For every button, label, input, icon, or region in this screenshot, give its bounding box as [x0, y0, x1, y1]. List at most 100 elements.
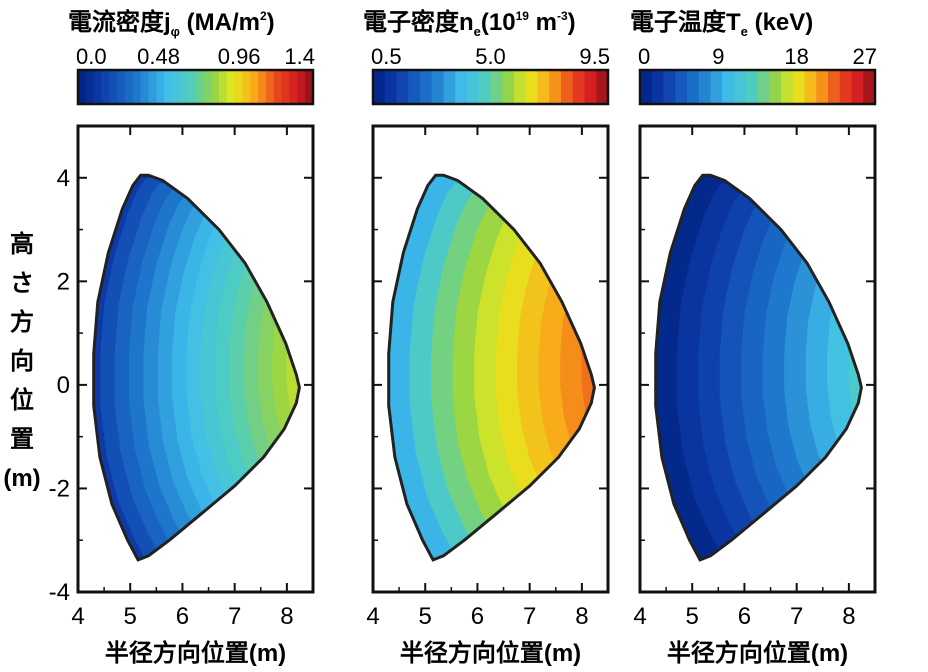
x-tick-label: 4	[366, 603, 379, 630]
colorbar-segment	[420, 70, 433, 104]
colorbar-tick-label: 9	[712, 44, 724, 69]
plasma-boundary	[92, 173, 301, 562]
colorbar-segment	[490, 70, 503, 104]
colorbar-segment	[93, 70, 103, 104]
colorbar-tick-label: 0.48	[137, 44, 180, 69]
colorbar-segment	[266, 70, 275, 104]
colorbar-segment	[109, 70, 118, 104]
colorbar-segment	[549, 70, 562, 104]
plasma-boundary	[387, 173, 596, 562]
colorbar-segment	[195, 70, 204, 104]
colorbar-segment	[187, 70, 197, 104]
colorbar-segment	[203, 70, 212, 104]
y-axis-label-char: (m)	[3, 465, 40, 492]
colorbar-segment	[396, 70, 409, 104]
y-tick-label: 2	[57, 268, 70, 295]
colorbar-segment	[125, 70, 134, 104]
colorbar-segment	[373, 70, 386, 104]
colorbar-segment	[297, 70, 306, 104]
colorbar-segment	[226, 70, 236, 104]
colorbar-segment	[675, 70, 688, 104]
colorbar-segment	[179, 70, 189, 104]
colorbar-segment	[663, 70, 676, 104]
y-axis-label-char: 向	[10, 347, 34, 375]
colorbar-segment	[289, 70, 298, 104]
colorbar-segment	[640, 70, 653, 104]
colorbar-segment	[140, 70, 150, 104]
x-tick-label: 8	[575, 603, 588, 630]
y-tick-label: 0	[57, 372, 70, 399]
x-axis-label: 半径方向位置(m)	[400, 639, 581, 667]
colorbar-segment	[234, 70, 244, 104]
colorbar-segment	[455, 70, 468, 104]
plot-frame	[76, 124, 315, 594]
colorbar-segment	[816, 70, 829, 104]
x-tick-label: 7	[790, 603, 803, 630]
colorbar-segment	[431, 70, 445, 104]
colorbar-segment	[804, 70, 817, 104]
colorbar-segment	[273, 70, 283, 104]
colorbar-segment	[525, 70, 539, 104]
y-axis-label-char: 高	[10, 230, 34, 258]
contour-level	[892, 271, 928, 449]
colorbar-segment	[258, 70, 267, 104]
colorbar-tick-label: 9.5	[579, 44, 610, 69]
x-tick-label: 6	[176, 603, 189, 630]
x-tick-label: 4	[633, 603, 646, 630]
x-tick-label: 7	[228, 603, 241, 630]
colorbar-segment	[172, 70, 181, 104]
colorbar-segment	[781, 70, 794, 104]
colorbar-segment	[734, 70, 747, 104]
colorbar-segment	[769, 70, 782, 104]
colorbar-segment	[722, 70, 735, 104]
colorbar-segment	[408, 70, 421, 104]
colorbar-segment	[839, 70, 853, 104]
colorbar-segment	[78, 70, 87, 104]
colorbar-title: 電子密度ne(1019 m-3)	[363, 8, 576, 39]
colorbar-tick-label: 0.0	[76, 44, 107, 69]
colorbar-segment	[132, 70, 142, 104]
colorbar-segment	[851, 70, 864, 104]
colorbar-segment	[85, 70, 95, 104]
colorbar-segment	[101, 70, 110, 104]
x-tick-label: 5	[419, 603, 432, 630]
colorbar-frame	[371, 68, 610, 106]
panel-electron-density: 電子密度ne(1019 m-3) 0.5 5.0 9.5 4 5 6 7 8 半径方向位置(m)	[363, 8, 610, 667]
x-tick-label: 7	[523, 603, 536, 630]
colorbar-segment	[698, 70, 712, 104]
panel-current-density: 電流密度jφ (MA/m2) 0.0 0.48 0.96 1.4 4 5 6 7 8 4 2 0 -2 -4…	[49, 8, 315, 667]
plot-frame	[638, 124, 877, 594]
colorbar-segment	[828, 70, 841, 104]
contour-level	[913, 280, 928, 439]
colorbar-segment	[117, 70, 126, 104]
x-tick-label: 5	[124, 603, 137, 630]
colorbar-title: 電子温度Te (keV)	[630, 8, 813, 39]
colorbar-segment	[502, 70, 515, 104]
x-tick-label: 4	[71, 603, 84, 630]
colorbar-segment	[148, 70, 157, 104]
y-axis-label-char: さ	[10, 270, 34, 297]
colorbar-segment	[537, 70, 550, 104]
contour-level	[870, 263, 928, 460]
colorbar-tick-label: 27	[853, 44, 877, 69]
colorbar-segment	[584, 70, 597, 104]
y-tick-label: -2	[49, 475, 70, 502]
y-axis-label-char: 置	[10, 426, 34, 453]
colorbar-segment	[467, 70, 480, 104]
colorbar-frame	[638, 68, 877, 106]
colorbar-segment	[792, 70, 806, 104]
y-tick-label: 4	[57, 165, 70, 192]
colorbar-segment	[384, 70, 398, 104]
colorbar-segment	[651, 70, 665, 104]
colorbar-segment	[443, 70, 456, 104]
y-axis-label-char: 方	[10, 308, 34, 336]
colorbar-title: 電流密度jφ (MA/m2)	[68, 8, 275, 39]
x-tick-label: 5	[686, 603, 699, 630]
colorbar-segment	[281, 70, 291, 104]
colorbar-tick-label: 5.0	[475, 44, 506, 69]
colorbar-tick-label: 0.96	[218, 44, 261, 69]
colorbar-segment	[745, 70, 759, 104]
colorbar-segment	[478, 70, 492, 104]
